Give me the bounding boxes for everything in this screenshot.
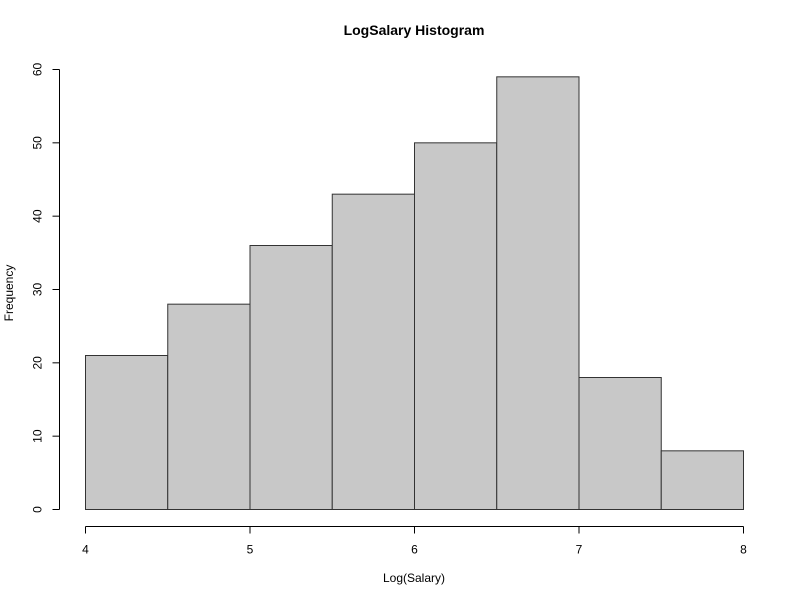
histogram-bar-7 xyxy=(578,377,662,510)
histogram-bar-2 xyxy=(167,303,251,510)
y-tick-label: 50 xyxy=(31,136,45,150)
bars-group xyxy=(85,76,744,511)
y-tick-label: 0 xyxy=(31,506,45,513)
x-axis-label: Log(Salary) xyxy=(383,571,445,585)
histogram-bar-8 xyxy=(660,450,744,511)
x-axis: 4 5 6 7 8 xyxy=(82,526,747,557)
y-tick-label: 30 xyxy=(31,283,45,297)
x-tick-label: 7 xyxy=(576,543,583,557)
histogram-bar-3 xyxy=(249,245,333,510)
x-tick-label: 8 xyxy=(740,543,747,557)
y-tick-label: 60 xyxy=(31,63,45,77)
histogram-bar-6 xyxy=(496,76,580,510)
x-tick-label: 4 xyxy=(82,543,89,557)
x-tick-label: 6 xyxy=(411,543,418,557)
y-tick-label: 20 xyxy=(31,356,45,370)
y-tick-label: 10 xyxy=(31,429,45,443)
histogram-bar-4 xyxy=(331,193,415,511)
histogram-bar-1 xyxy=(85,355,169,510)
chart-title: LogSalary Histogram xyxy=(344,22,485,38)
y-tick-label: 40 xyxy=(31,209,45,223)
histogram-bar-5 xyxy=(414,142,498,510)
x-tick-label: 5 xyxy=(247,543,254,557)
y-axis-label: Frequency xyxy=(2,265,16,322)
y-axis: 0 10 20 30 40 50 60 xyxy=(31,63,60,513)
